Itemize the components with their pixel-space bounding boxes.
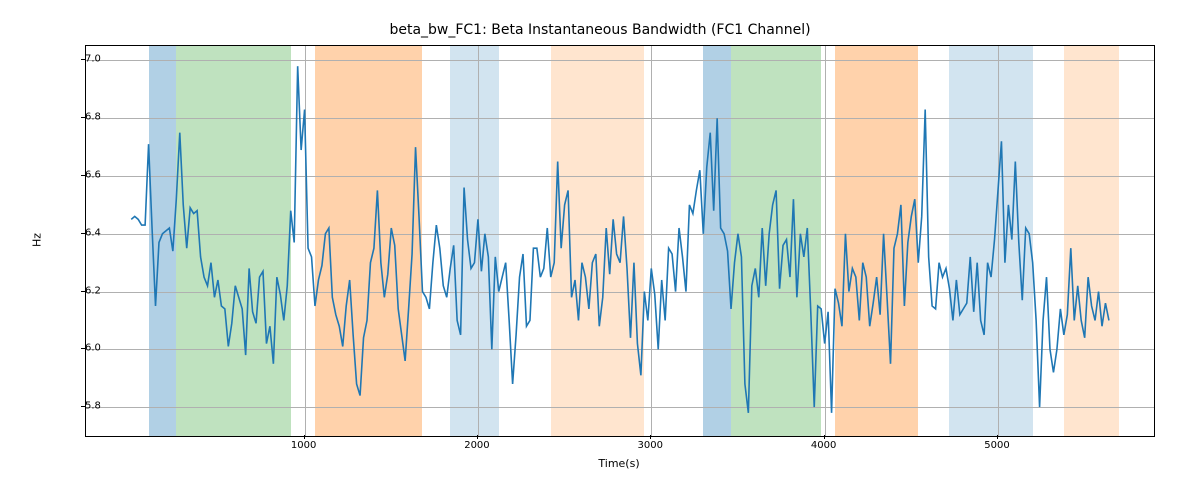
y-axis-label: Hz [31,233,44,247]
xtick-label: 4000 [811,435,836,451]
xtick-label: 3000 [638,435,663,451]
ytick-label: 6.8 [85,112,93,123]
xtick-label: 5000 [984,435,1009,451]
chart-title: beta_bw_FC1: Beta Instantaneous Bandwidt… [0,22,1200,38]
ytick-label: 6.0 [85,343,93,354]
xtick-label: 2000 [464,435,489,451]
ytick-label: 6.6 [85,170,93,181]
ytick-label: 5.8 [85,401,93,412]
ytick-label: 6.4 [85,227,93,238]
x-axis-label: Time(s) [598,457,639,470]
xtick-label: 1000 [291,435,316,451]
chart-root: beta_bw_FC1: Beta Instantaneous Bandwidt… [0,0,1200,500]
ytick-label: 7.0 [85,54,93,65]
line-layer [86,46,1154,436]
plot-area [85,45,1155,437]
ytick-label: 6.2 [85,285,93,296]
series-line [131,66,1109,413]
